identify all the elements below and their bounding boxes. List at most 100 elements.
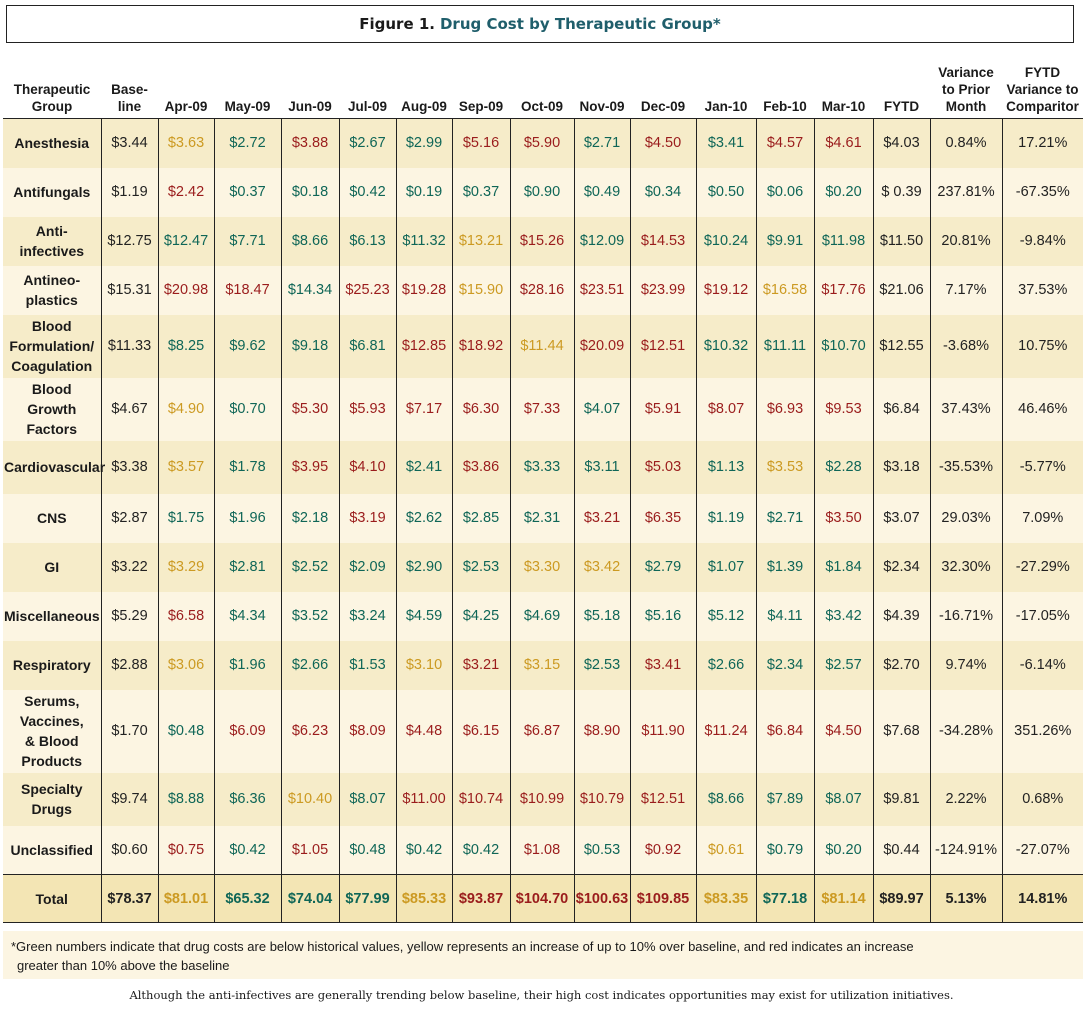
fytd-cell: $6.84: [872, 377, 930, 441]
therapeutic-group-cell: Anti-infectives: [3, 216, 101, 266]
month-cost-cell: $0.19: [395, 167, 452, 217]
month-cost-cell: $1.96: [213, 493, 281, 543]
table-row: Blood Formulation/Coagulation $11.33 $8.25 $…: [3, 314, 1083, 378]
month-cost-cell: $9.18: [280, 314, 339, 378]
month-cost-cell: $0.42: [395, 825, 452, 875]
color-legend-footnote: *Green numbers indicate that drug costs …: [3, 931, 1083, 979]
fytd-cell: $4.39: [872, 591, 930, 641]
month-cost-cell: $5.03: [629, 440, 696, 494]
therapeutic-group-name: Specialty: [21, 781, 83, 797]
month-cost-cell: $0.49: [573, 167, 630, 217]
fytd-variance-cell: 351.26%: [1001, 689, 1083, 773]
table-row: Blood Growth Factors $4.67 $4.90 $0.70 $5.30 $5…: [3, 377, 1083, 441]
month-cost-cell: $0.20: [813, 167, 873, 217]
month-cost-cell: $14.53: [629, 216, 696, 266]
variance-prior-month-cell: 9.74%: [929, 640, 1002, 690]
therapeutic-group-cell: Cardiovascular: [3, 440, 105, 494]
column-header: Jun-09: [281, 58, 339, 119]
therapeutic-group-cell: Antineo-plastics: [3, 265, 101, 315]
column-header: Jan-10: [696, 58, 756, 119]
month-cost-cell: $6.81: [338, 314, 396, 378]
variance-prior-month-cell: -35.53%: [929, 440, 1002, 494]
column-header-line: Aug-09: [401, 99, 447, 114]
month-cost-cell: $100.63: [573, 874, 630, 923]
month-cost-cell: $3.15: [509, 640, 574, 690]
month-cost-cell: $11.90: [629, 689, 696, 773]
month-cost-cell: $3.30: [509, 542, 574, 592]
therapeutic-group-name: Products: [21, 753, 83, 769]
month-cost-cell: $0.92: [629, 825, 696, 875]
month-cost-cell: $3.21: [451, 640, 510, 690]
month-cost-cell: $2.42: [157, 167, 214, 217]
month-cost-cell: $11.24: [695, 689, 756, 773]
therapeutic-group-name: Serums,: [24, 693, 80, 709]
therapeutic-group-name: Unclassified: [10, 841, 93, 858]
table-row: Anesthesia $3.44 $3.63 $2.72 $3.88 $2.67 $2.99…: [3, 118, 1083, 168]
figure-title-text: Drug Cost by Therapeutic Group*: [439, 15, 721, 33]
column-header-line: FYTD: [1024, 65, 1061, 80]
month-cost-cell: $0.34: [629, 167, 696, 217]
variance-prior-month-cell: 29.03%: [929, 493, 1002, 543]
month-cost-cell: $0.61: [695, 825, 756, 875]
month-cost-cell: $4.07: [573, 377, 630, 441]
month-cost-cell: $3.86: [451, 440, 510, 494]
month-cost-cell: $2.66: [280, 640, 339, 690]
variance-prior-month-cell: -3.68%: [929, 314, 1002, 378]
month-cost-cell: $1.13: [695, 440, 756, 494]
therapeutic-group-name: Blood: [31, 381, 72, 397]
month-cost-cell: $0.75: [157, 825, 214, 875]
month-cost-cell: $3.53: [755, 440, 814, 494]
month-cost-cell: $2.99: [395, 118, 452, 168]
month-cost-cell: $19.28: [395, 265, 452, 315]
month-cost-cell: $2.72: [213, 118, 281, 168]
month-cost-cell: $10.70: [813, 314, 873, 378]
column-header-line: May-09: [224, 99, 271, 114]
month-cost-cell: $3.95: [280, 440, 339, 494]
month-cost-cell: $0.37: [213, 167, 281, 217]
month-cost-cell: $4.59: [395, 591, 452, 641]
month-cost-cell: $6.13: [338, 216, 396, 266]
month-cost-cell: $8.07: [813, 772, 873, 826]
column-header: Base-line: [101, 58, 158, 119]
table-row: CNS $2.87 $1.75 $1.96 $2.18 $3.19 $2.62 $2.85 $2…: [3, 493, 1083, 543]
variance-prior-month-cell: 20.81%: [929, 216, 1002, 266]
column-header: Sep-09: [452, 58, 510, 119]
month-cost-cell: $2.52: [280, 542, 339, 592]
table-row: Anti-infectives $12.75 $12.47 $7.71 $8.66 $6.…: [3, 216, 1083, 266]
month-cost-cell: $8.25: [157, 314, 214, 378]
month-cost-cell: $5.16: [629, 591, 696, 641]
column-header-line: Jan-10: [704, 99, 748, 114]
therapeutic-group-name: Factors: [26, 421, 78, 437]
column-header-line: Variance: [938, 65, 994, 80]
column-header: Aug-09: [396, 58, 452, 119]
column-header-line: Apr-09: [164, 99, 208, 114]
month-cost-cell: $2.53: [451, 542, 510, 592]
month-cost-cell: $0.42: [338, 167, 396, 217]
fytd-variance-cell: -9.84%: [1001, 216, 1083, 266]
therapeutic-group-name: Total: [35, 890, 68, 907]
column-header: Variance to Prior Month: [930, 58, 1002, 119]
month-cost-cell: $0.37: [451, 167, 510, 217]
month-cost-cell: $4.48: [395, 689, 452, 773]
month-cost-cell: $1.78: [213, 440, 281, 494]
therapeutic-group-name: Respiratory: [12, 657, 91, 673]
month-cost-cell: $8.09: [338, 689, 396, 773]
header-row: Therapeutic Group Base-line Apr-09 May-09 Jun…: [3, 58, 1083, 119]
therapeutic-group-name: Anesthesia: [14, 135, 90, 152]
month-cost-cell: $81.14: [813, 874, 873, 923]
therapeutic-group-name: Miscellaneous: [4, 608, 100, 624]
month-cost-cell: $5.91: [629, 377, 696, 441]
fytd-cell: $4.03: [872, 118, 930, 168]
month-cost-cell: $9.53: [813, 377, 873, 441]
month-cost-cell: $0.90: [509, 167, 574, 217]
month-cost-cell: $23.51: [573, 265, 630, 315]
table-row: Antifungals $1.19 $2.42 $0.37 $0.18 $0.42 $0.1…: [3, 167, 1083, 217]
footnote-line-1: *Green numbers indicate that drug costs …: [11, 939, 914, 954]
therapeutic-group-name: Coagulation: [11, 358, 93, 374]
month-cost-cell: $81.01: [157, 874, 214, 923]
figure-number: Figure 1.: [359, 15, 435, 33]
baseline-cell: $3.44: [100, 118, 158, 168]
baseline-cell: $9.74: [100, 772, 158, 826]
therapeutic-group-name: Anti-: [35, 223, 68, 239]
month-cost-cell: $77.18: [755, 874, 814, 923]
